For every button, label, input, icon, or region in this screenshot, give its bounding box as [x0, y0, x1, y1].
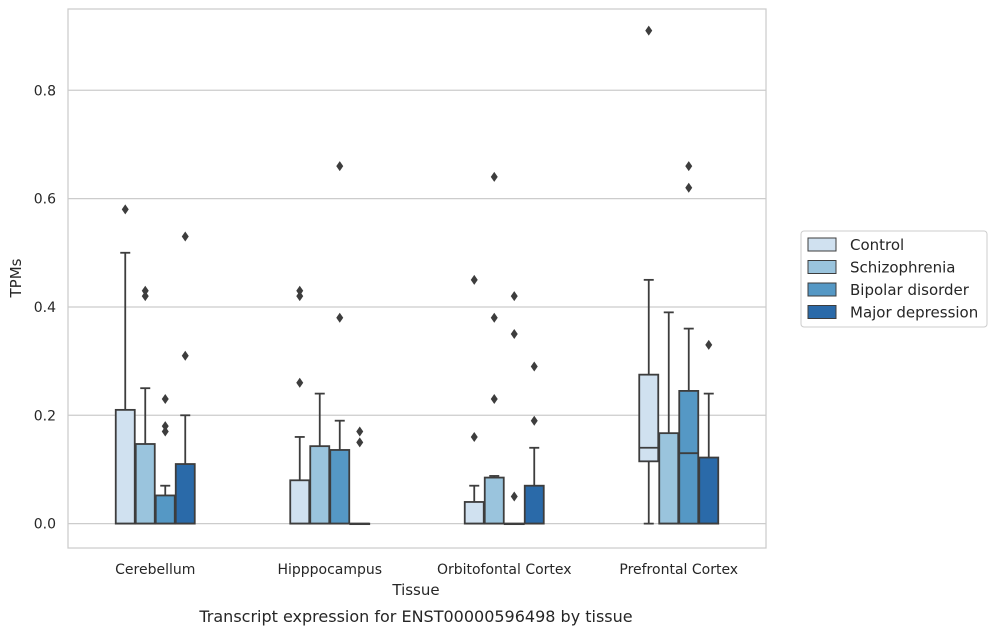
- y-tick-labels: 0.0 0.2 0.4 0.6 0.8: [34, 83, 56, 532]
- legend-swatch: [807, 305, 837, 319]
- outlier-point: [181, 350, 189, 361]
- outlier-point: [161, 426, 169, 437]
- outlier-point: [161, 421, 169, 432]
- box: [638, 373, 660, 463]
- x-tick-label: Cerebellum: [115, 562, 195, 578]
- outlier-point: [296, 291, 304, 302]
- outlier-point: [510, 291, 518, 302]
- x-tick-label: Orbitofontal Cortex: [437, 562, 572, 578]
- box: [114, 408, 136, 525]
- box-group: [658, 311, 680, 525]
- outlier-point: [336, 312, 344, 323]
- chart-caption: Transcript expression for ENST0000059649…: [198, 607, 632, 626]
- outlier-point: [161, 394, 169, 405]
- legend-swatch: [807, 260, 837, 274]
- box: [523, 484, 545, 525]
- outlier-point: [141, 285, 149, 296]
- box: [134, 443, 156, 525]
- outlier-point: [645, 25, 653, 36]
- x-tick-labels: Cerebellum Hipppocampus Orbitofontal Corte…: [115, 562, 738, 578]
- box-group: [638, 25, 660, 525]
- y-tick-label: 0.2: [34, 408, 56, 424]
- legend-label: Major depression: [850, 304, 978, 322]
- legend-label: Schizophrenia: [850, 259, 955, 277]
- outlier-point: [470, 431, 478, 442]
- box-group: [463, 274, 485, 525]
- box-group: [483, 171, 505, 525]
- box: [463, 501, 485, 525]
- outlier-point: [705, 339, 713, 350]
- y-tick-label: 0.6: [34, 192, 56, 208]
- box: [678, 390, 700, 525]
- box-group: [134, 285, 156, 525]
- box: [309, 445, 331, 525]
- outlier-point: [490, 312, 498, 323]
- box-group: [698, 339, 720, 525]
- y-tick-label: 0.8: [34, 83, 56, 99]
- x-tick-label: Hipppocampus: [277, 562, 382, 578]
- outlier-point: [336, 161, 344, 172]
- y-axis-title: TPMs: [7, 258, 25, 298]
- outlier-point: [356, 437, 364, 448]
- plot-frame: [67, 8, 767, 549]
- box-group: [309, 392, 331, 525]
- outlier-point: [470, 274, 478, 285]
- box: [698, 456, 720, 525]
- box: [154, 494, 176, 525]
- outlier-point: [356, 426, 364, 437]
- legend-label: Control: [850, 236, 904, 254]
- outlier-point: [296, 377, 304, 388]
- x-tick-label: Prefrontal Cortex: [619, 562, 738, 578]
- box: [174, 463, 196, 525]
- outlier-point: [530, 415, 538, 426]
- legend-label: Bipolar disorder: [850, 281, 970, 299]
- outlier-point: [685, 182, 693, 193]
- box: [329, 449, 351, 525]
- box-group: [289, 285, 311, 525]
- box-group: [678, 161, 700, 525]
- outlier-point: [141, 291, 149, 302]
- legend-swatch: [807, 282, 837, 297]
- box: [483, 476, 505, 525]
- box: [289, 479, 311, 525]
- x-axis-title: Tissue: [391, 581, 439, 599]
- box-group: [174, 231, 196, 525]
- boxes: [114, 25, 720, 526]
- y-tick-label: 0.0: [34, 517, 56, 533]
- box-group: [154, 394, 176, 525]
- box-group: [503, 291, 525, 526]
- outlier-point: [121, 204, 129, 215]
- box-group: [114, 204, 136, 525]
- box-group: [523, 361, 545, 525]
- outlier-point: [685, 161, 693, 172]
- legend-swatch: [807, 237, 837, 252]
- legend-frame: [800, 230, 988, 328]
- outlier-point: [510, 491, 518, 502]
- box-group: [349, 426, 371, 526]
- y-tick-label: 0.4: [34, 300, 56, 316]
- box-group: [329, 161, 351, 525]
- outlier-point: [510, 329, 518, 340]
- legend: Control Schizophrenia Bipolar disorder Majo…: [800, 230, 988, 328]
- outlier-point: [530, 361, 538, 372]
- box: [658, 432, 680, 525]
- outlier-point: [296, 285, 304, 296]
- outlier-point: [490, 171, 498, 182]
- outlier-point: [181, 231, 189, 242]
- outlier-point: [490, 394, 498, 405]
